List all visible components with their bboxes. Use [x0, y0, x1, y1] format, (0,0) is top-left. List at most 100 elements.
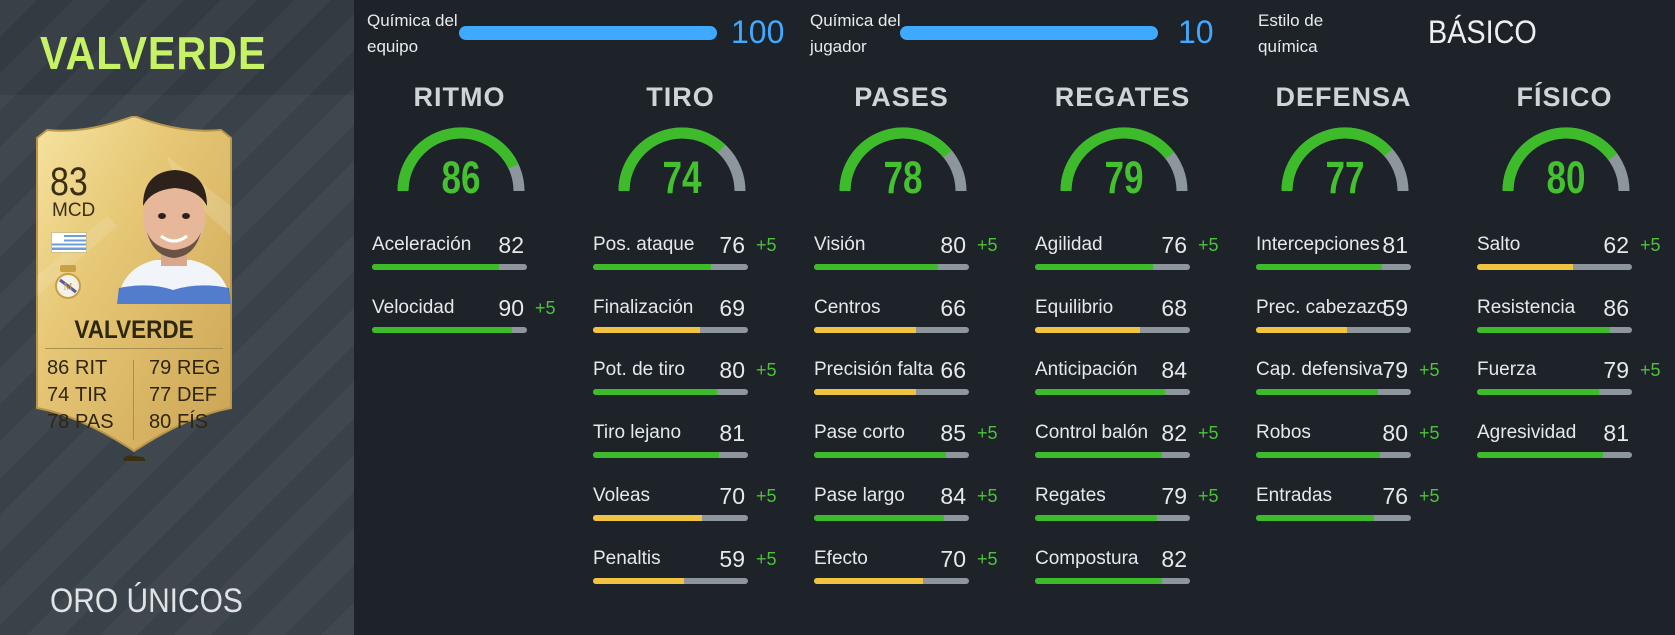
team-chemistry-value: 100	[731, 14, 785, 50]
attribute-boost: +5	[977, 423, 998, 444]
attribute-name: Prec. cabezazo	[1256, 296, 1387, 318]
attribute-bar-fill	[1256, 389, 1379, 396]
attribute-name: Cap. defensiva	[1256, 359, 1383, 381]
card-rating: 83	[50, 160, 88, 204]
attribute-boost: +5	[1640, 360, 1661, 381]
attribute-value: 70	[719, 482, 745, 509]
attribute-value: 80	[1382, 420, 1408, 447]
attribute-bar-track	[1477, 452, 1632, 459]
attribute-bar-fill	[814, 326, 917, 333]
category-value: 74	[662, 152, 702, 203]
attribute-bar-track	[593, 577, 748, 584]
attribute-value: 85	[940, 420, 966, 447]
attribute-row: Regates 79 +5	[1035, 483, 1235, 545]
attribute-boost: +5	[756, 485, 777, 506]
card-stat-label: RIT	[75, 357, 108, 379]
attribute-bar-fill	[1477, 389, 1600, 396]
attribute-bar-track	[372, 264, 527, 270]
attribute-value: 79	[1382, 357, 1408, 384]
attribute-bar-fill	[814, 514, 945, 521]
attribute-bar-fill	[593, 452, 719, 459]
attribute-bar-fill	[593, 514, 702, 521]
category-title: PASES	[854, 82, 949, 112]
card-stat-rit: 86 RIT	[47, 357, 107, 380]
card-stat-label: PAS	[75, 411, 114, 433]
attribute-bar-track	[372, 326, 527, 333]
attribute-value: 76	[1161, 232, 1187, 258]
attribute-bar-fill	[372, 326, 512, 333]
attribute-boost: +5	[756, 360, 777, 381]
team-chemistry-label-line1: Química del	[367, 11, 458, 30]
attribute-boost: +5	[977, 235, 998, 255]
attribute-value: 80	[940, 232, 966, 258]
gauge-fill	[397, 127, 519, 192]
attribute-bar-track	[1035, 326, 1190, 333]
header-strip	[0, 0, 354, 95]
attribute-row: Prec. cabezazo 59	[1256, 295, 1456, 357]
attribute-name: Voleas	[593, 484, 651, 506]
category-gauge	[1281, 127, 1409, 192]
attribute-name: Agilidad	[1035, 234, 1103, 255]
category-value: 79	[1104, 152, 1144, 203]
attribute-value: 76	[1382, 482, 1408, 509]
category-title: RITMO	[413, 82, 506, 112]
player-panel: VALVERDE 83 MCD M	[0, 0, 354, 635]
team-chemistry-label-line2: equipo	[367, 37, 419, 56]
attribute-bar-fill	[1477, 452, 1603, 459]
attribute-name: Equilibrio	[1035, 296, 1114, 318]
attribute-value: 59	[719, 545, 745, 572]
attribute-bar-track	[593, 326, 748, 333]
attribute-bar-fill	[1477, 264, 1574, 270]
team-chemistry-label: Química del equipo	[367, 8, 458, 60]
attribute-name: Visión	[814, 234, 866, 255]
attribute-boost: +5	[1198, 423, 1219, 444]
attribute-name: Tiro lejano	[593, 422, 682, 444]
attribute-value: 82	[1161, 420, 1187, 447]
card-stat-label: TIR	[75, 384, 108, 406]
attribute-bar-track	[814, 514, 969, 521]
category-title: FÍSICO	[1516, 82, 1613, 112]
attribute-name: Intercepciones	[1256, 234, 1380, 255]
chemistry-style-label-line2: química	[1258, 37, 1318, 56]
attribute-boost: +5	[977, 548, 998, 569]
attribute-boost: +5	[1198, 485, 1219, 506]
attribute-value: 82	[1161, 545, 1187, 572]
attribute-bar-track	[1035, 514, 1190, 521]
category-value: 86	[441, 152, 481, 203]
card-stat-label: FÍS	[177, 411, 209, 433]
attribute-name: Pase largo	[814, 484, 905, 506]
attribute-row: Pos. ataque 76 +5	[593, 232, 793, 294]
card-stat-def: 77 DEF	[149, 384, 217, 407]
club-badge-icon: M	[55, 265, 81, 299]
attribute-bar-track	[1256, 389, 1411, 396]
attribute-bar-fill	[1035, 452, 1163, 459]
attribute-value: 84	[940, 482, 966, 509]
category-value: 78	[883, 152, 923, 203]
attribute-row: Efecto 70 +5	[814, 546, 1014, 608]
gauge-fill	[618, 127, 726, 192]
attribute-name: Aceleración	[372, 234, 472, 255]
attribute-name: Efecto	[814, 547, 868, 569]
attribute-value: 68	[1161, 294, 1187, 321]
attribute-bar-fill	[1035, 264, 1153, 270]
attribute-row: Pase corto 85 +5	[814, 420, 1014, 482]
attribute-bar-track	[814, 326, 969, 333]
card-stat-reg: 79 REG	[149, 357, 220, 380]
attribute-value: 86	[1603, 294, 1629, 321]
player-card[interactable]: 83 MCD M VALVERDE 86 RIT 74 TIR 78 PAS 79 REG 77…	[17, 116, 251, 480]
attribute-boost: +5	[977, 485, 998, 506]
attribute-bar-fill	[1035, 514, 1158, 521]
attribute-value: 84	[1161, 357, 1187, 384]
gauge-fill	[1502, 127, 1618, 192]
attribute-bar-fill	[1035, 326, 1141, 333]
attribute-boost: +5	[756, 548, 777, 569]
attribute-row: Agilidad 76 +5	[1035, 232, 1235, 294]
attribute-bar-track	[1477, 389, 1632, 396]
attribute-row: Control balón 82 +5	[1035, 420, 1235, 482]
card-player-name: VALVERDE	[74, 316, 194, 344]
chemistry-style-value[interactable]: BÁSICO	[1428, 14, 1537, 50]
attribute-row: Salto 62 +5	[1477, 232, 1675, 294]
attribute-bar-track	[1035, 264, 1190, 270]
attribute-bar-track	[814, 452, 969, 459]
attribute-row: Resistencia 86	[1477, 294, 1675, 357]
